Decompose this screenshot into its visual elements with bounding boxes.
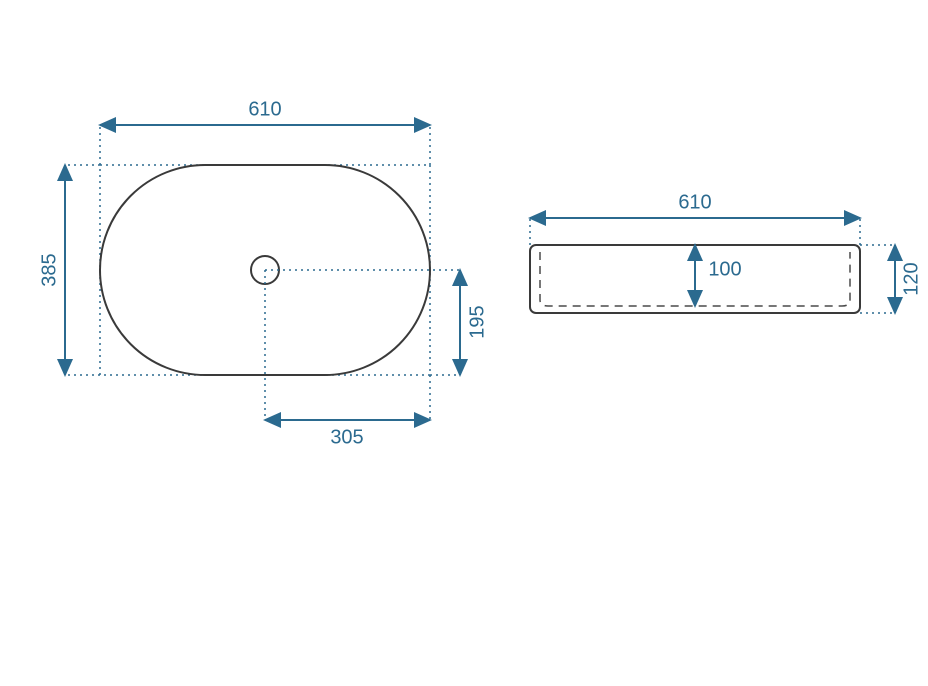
dim-top-width-label: 610 bbox=[248, 98, 281, 120]
side-view: 610 100 120 bbox=[530, 191, 922, 313]
dim-half-height-label: 195 bbox=[466, 305, 488, 338]
dim-inner-depth-label: 100 bbox=[708, 258, 741, 280]
dim-half-width-label: 305 bbox=[330, 426, 363, 448]
dim-left-height-label: 385 bbox=[38, 253, 60, 286]
dim-outer-height-label: 120 bbox=[900, 262, 922, 295]
technical-drawing: 610 385 305 195 610 100 120 bbox=[0, 0, 928, 686]
top-view: 610 385 305 195 bbox=[38, 98, 488, 448]
dim-side-width-label: 610 bbox=[678, 191, 711, 213]
